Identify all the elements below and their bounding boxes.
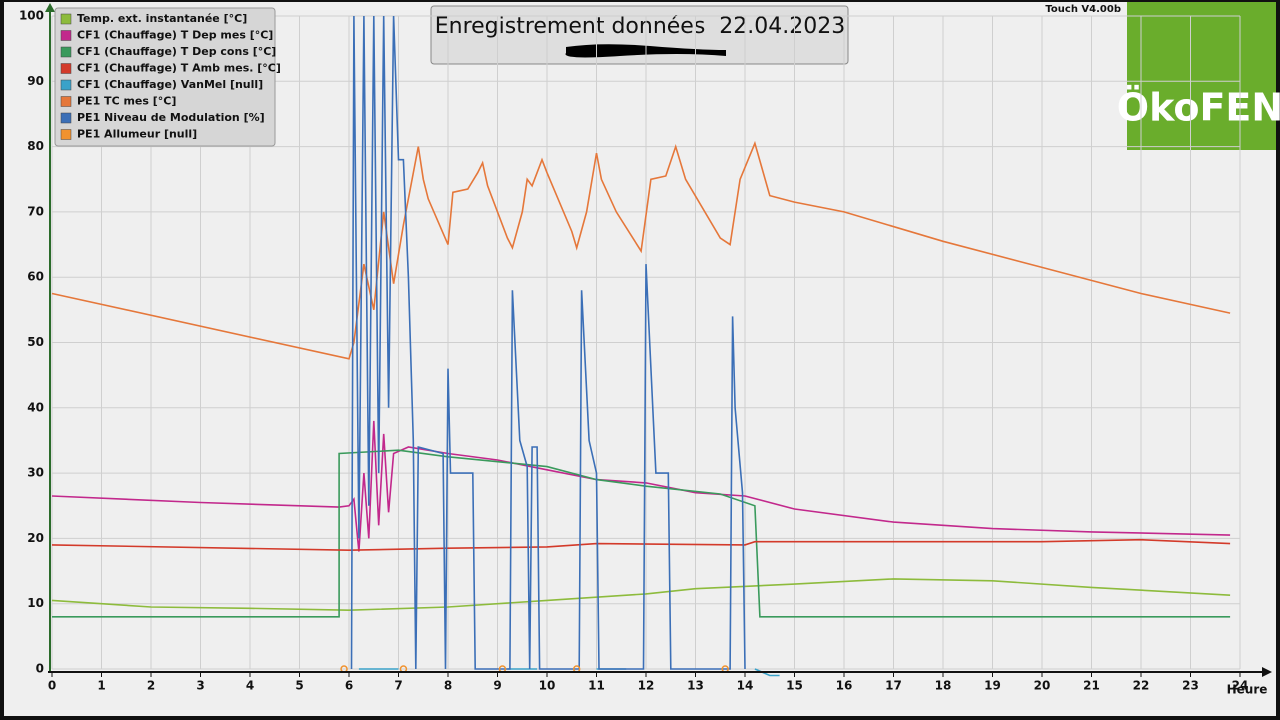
y-tick-label: 30 [27,466,44,480]
legend-swatch [60,96,72,107]
x-tick-label: 23 [1182,679,1199,693]
grid [51,15,1241,670]
legend-label: CF1 (Chauffage) VanMel [null] [77,78,263,91]
series-line [350,15,746,670]
x-tick-label: 2 [147,679,155,693]
x-tick-label: 18 [935,679,952,693]
x-tick-label: 7 [394,679,402,693]
legend-label: Temp. ext. instantanée [°C] [77,12,247,25]
legend-label: CF1 (Chauffage) T Dep cons [°C] [77,45,276,58]
series-line [358,668,780,677]
x-tick-label: 10 [539,679,556,693]
legend-swatch [60,129,72,140]
x-tick-label: 14 [737,679,754,693]
legend-swatch [60,79,72,91]
x-tick-label: 8 [444,679,452,693]
legend-swatch [60,46,72,58]
y-tick-label: 40 [27,400,44,414]
legend-swatch [60,30,72,41]
legend-swatch [60,13,72,25]
x-tick-label: 5 [295,679,303,693]
y-tick-label: 50 [27,335,44,349]
title-box [430,5,849,65]
x-tick-label: 17 [885,679,902,693]
legend: Temp. ext. instantanée [°C] CF1 (Chauffag… [54,7,281,147]
x-tick-label: 0 [48,679,56,693]
legend-label: PE1 TC mes [°C] [77,95,176,108]
x-tick-label: 9 [493,679,501,693]
x-axis-arrow [1262,667,1272,677]
y-tick-label: 100 [19,9,44,23]
y-tick-label: 20 [27,531,44,545]
series-line [52,449,1231,618]
y-tick-label: 90 [27,74,44,88]
x-tick-label: 1 [97,679,105,693]
series-line [51,140,1231,360]
y-tick-label: 60 [27,270,44,284]
y-tick-label: 0 [36,662,44,676]
x-tick-label: 3 [196,679,204,693]
x-tick-label: 11 [588,679,605,693]
x-tick-label: 21 [1083,679,1100,693]
y-axis-arrow [45,3,55,12]
y-tick-label: 80 [27,139,44,153]
version: Touch V4.00b [1045,4,1121,15]
series-line [51,578,1231,612]
x-axis-label: Heure [1227,683,1268,697]
x-tick-label: 16 [836,679,853,693]
y-tick-label: 70 [27,204,44,218]
legend-label: CF1 (Chauffage) T Amb mes. [°C] [77,62,281,75]
x-tick-label: 6 [345,679,353,693]
x-tick-label: 15 [786,679,803,693]
y-tick-label: 10 [27,596,44,610]
logo: ÖkoFEN [1117,86,1280,130]
x-tick-label: 19 [984,679,1001,693]
series-group [51,15,1231,677]
x-tick-label: 4 [246,679,254,693]
chart-title: Enregistrement données 22.04.2023 [435,14,846,39]
logo-box [1127,2,1276,150]
x-tick-label: 24 [1232,679,1249,693]
legend-box [54,7,276,147]
series-line [51,538,1231,552]
legend-label: CF1 (Chauffage) T Dep mes [°C] [77,29,273,42]
x-tick-label: 22 [1133,679,1150,693]
legend-label: PE1 Allumeur [null] [77,128,197,141]
x-tick-label: 20 [1034,679,1051,693]
legend-label: PE1 Niveau de Modulation [%] [77,111,265,124]
legend-swatch [60,63,72,74]
x-tick-label: 13 [687,679,704,693]
x-tick-label: 12 [638,679,655,693]
legend-swatch [60,112,72,124]
